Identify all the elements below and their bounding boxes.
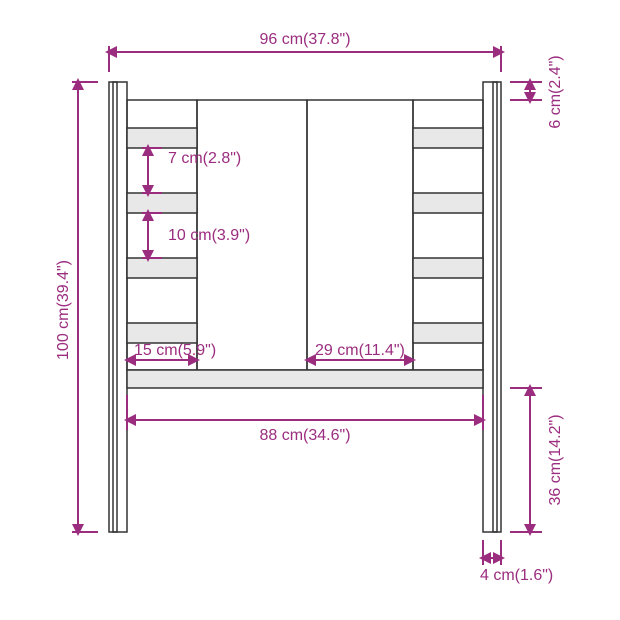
dim-post-w-label: 4 cm(1.6"): [480, 567, 553, 584]
center-panel-right: [307, 100, 413, 370]
dim-left-panel-label: 15 cm(5.9"): [134, 342, 216, 359]
dim-slat-gap-label: 7 cm(2.8"): [168, 150, 241, 167]
right-post: [483, 82, 501, 532]
right-slats: [413, 128, 483, 343]
dim-center-panel-label: 29 cm(11.4"): [315, 342, 405, 359]
dimension-drawing: 96 cm(37.8") 100 cm(39.4") 6 cm(2.4") 7 …: [0, 0, 620, 620]
dim-leg-label: 36 cm(14.2"): [547, 414, 564, 505]
dim-inner-width-label: 88 cm(34.6"): [259, 427, 350, 444]
dim-top-gap-label: 6 cm(2.4"): [547, 55, 564, 128]
left-post: [109, 82, 127, 532]
dim-slat-h-label: 10 cm(3.9"): [168, 227, 250, 244]
dim-total-height-label: 100 cm(39.4"): [55, 260, 72, 360]
bottom-rail: [127, 370, 483, 388]
dim-total-width-label: 96 cm(37.8"): [259, 31, 350, 48]
right-post-edge: [493, 82, 497, 532]
left-post-edge: [113, 82, 117, 532]
